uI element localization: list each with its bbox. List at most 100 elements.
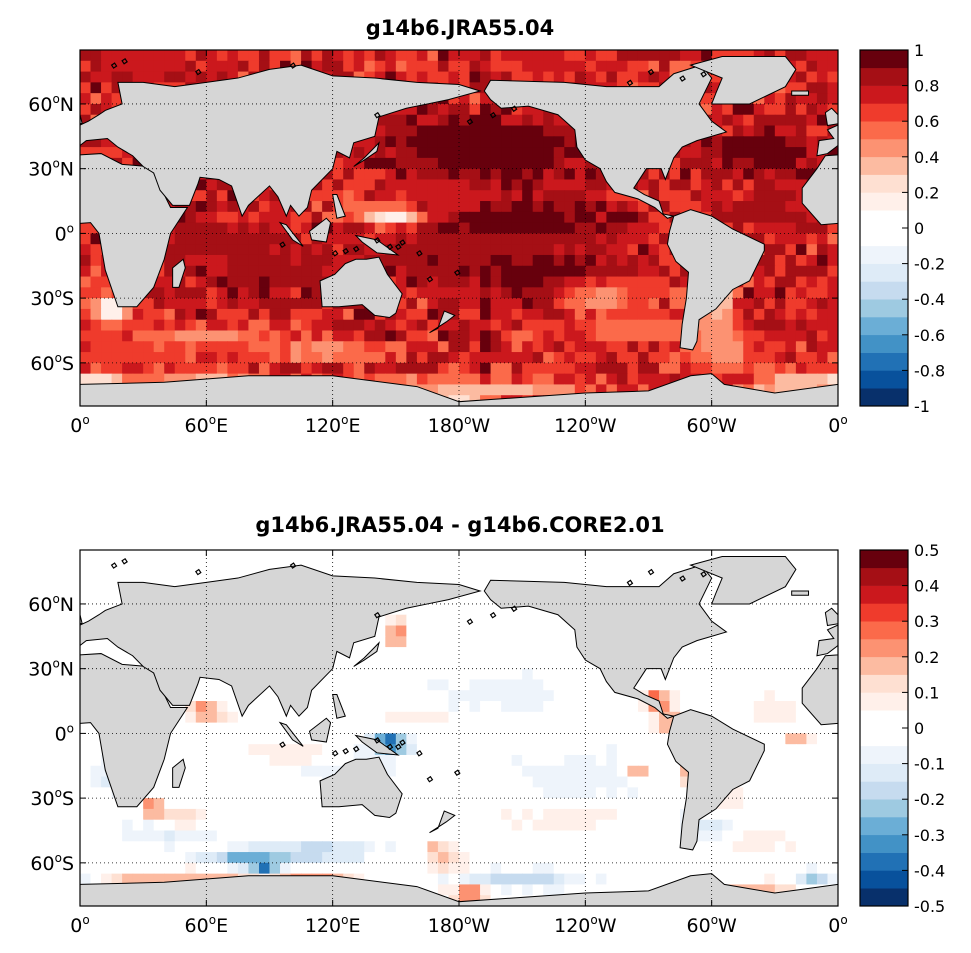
field-cell	[227, 852, 239, 864]
field-cell	[595, 211, 607, 224]
field-cell	[753, 690, 765, 702]
field-cell	[648, 276, 660, 288]
field-cell	[669, 319, 681, 332]
field-cell	[511, 168, 523, 181]
field-cell	[311, 330, 323, 342]
field-cell	[732, 798, 744, 810]
field-cell	[364, 690, 376, 702]
field-cell	[764, 103, 776, 116]
field-cell	[595, 179, 607, 191]
field-cell	[785, 265, 797, 278]
field-cell	[522, 690, 534, 702]
field-cell	[785, 798, 797, 810]
field-cell	[764, 190, 776, 202]
field-cell	[764, 114, 776, 127]
field-cell	[269, 808, 281, 821]
lat-label: 60oN	[28, 92, 74, 116]
field-cell	[648, 168, 660, 181]
field-cell	[553, 362, 565, 375]
field-cell	[469, 276, 481, 288]
field-cell	[216, 862, 228, 875]
field-cell	[374, 147, 386, 159]
field-cell	[459, 808, 471, 821]
field-cell	[90, 276, 102, 288]
field-cell	[511, 884, 523, 896]
field-cell	[332, 722, 344, 734]
field-cell	[606, 571, 618, 583]
field-cell	[480, 319, 492, 332]
land-japan	[353, 141, 380, 167]
field-cell	[258, 330, 271, 342]
field-cell	[343, 830, 355, 842]
field-cell	[795, 679, 808, 691]
field-cell	[206, 550, 218, 562]
field-cell	[132, 841, 144, 853]
field-cell	[606, 330, 618, 342]
field-cell	[343, 190, 355, 202]
field-cell	[806, 582, 818, 594]
field-cell	[753, 862, 765, 875]
field-cell	[185, 287, 197, 299]
field-cell	[522, 808, 534, 821]
field-cell	[143, 341, 155, 353]
field-cell	[722, 114, 734, 127]
field-cell	[564, 701, 576, 713]
field-cell	[406, 625, 418, 637]
island-outline	[466, 618, 474, 626]
field-cell	[185, 711, 197, 724]
field-cell	[795, 71, 808, 83]
field-cell	[616, 862, 629, 875]
field-cell	[532, 201, 544, 213]
field-cell	[774, 550, 786, 562]
field-cell	[206, 841, 218, 853]
field-cell	[680, 852, 692, 864]
colorbar-label: -0.2	[914, 255, 945, 274]
field-cell	[248, 211, 260, 224]
field-cell	[437, 722, 450, 734]
field-cell	[332, 550, 344, 562]
field-cell	[469, 841, 481, 853]
field-cell	[101, 330, 113, 342]
field-cell	[469, 852, 481, 864]
field-cell	[448, 60, 460, 73]
land-japan	[353, 641, 380, 667]
field-cell	[395, 71, 407, 83]
field-cell	[564, 190, 576, 202]
field-cell	[258, 550, 271, 562]
field-cell	[711, 82, 723, 94]
field-cell	[490, 841, 502, 853]
field-cell	[553, 787, 565, 799]
field-cell	[122, 571, 134, 583]
field-cell	[311, 308, 323, 321]
field-cell	[553, 244, 565, 256]
field-cell	[732, 711, 744, 724]
field-cell	[427, 179, 439, 191]
field-cell	[501, 636, 513, 648]
field-cell	[743, 603, 755, 616]
field-cell	[701, 190, 713, 202]
field-cell	[743, 722, 755, 734]
colorbar-swatch	[860, 245, 908, 264]
field-cell	[143, 319, 155, 332]
field-cell	[269, 776, 281, 788]
field-cell	[195, 233, 207, 245]
field-cell	[395, 852, 407, 864]
field-cell	[258, 711, 271, 724]
field-cell	[301, 50, 313, 62]
field-cell	[785, 276, 797, 288]
field-cell	[585, 50, 597, 62]
field-cell	[701, 636, 713, 648]
field-cell	[711, 179, 723, 191]
field-cell	[648, 60, 660, 73]
field-cell	[416, 125, 429, 137]
field-cell	[206, 776, 218, 788]
field-cell	[280, 298, 292, 310]
field-cell	[543, 265, 555, 278]
field-cell	[574, 157, 586, 170]
field-cell	[216, 233, 228, 245]
field-cell	[258, 765, 271, 778]
field-cell	[595, 744, 607, 756]
field-cell	[774, 852, 786, 864]
field-cell	[469, 550, 481, 562]
field-cell	[353, 819, 365, 832]
